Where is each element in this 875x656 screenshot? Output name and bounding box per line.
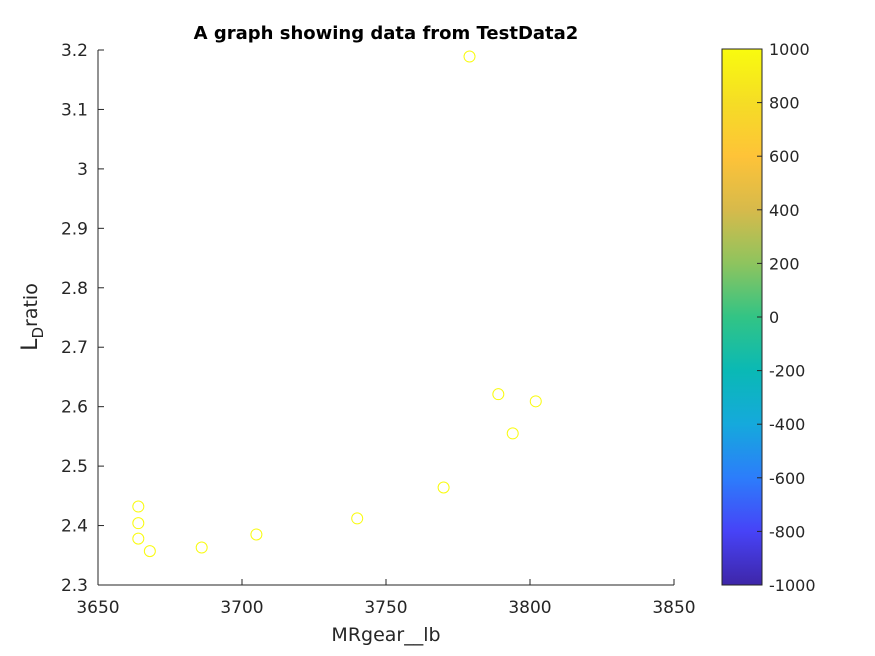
colorbar-tick-label: -200 [769, 362, 805, 381]
data-point [143, 545, 156, 558]
y-tick-label: 3.1 [61, 100, 88, 120]
data-point [437, 481, 450, 494]
x-tick-label: 3750 [364, 598, 407, 618]
y-tick-label: 2.7 [61, 338, 88, 358]
x-tick-label: 3850 [652, 598, 695, 618]
colorbar-tick-label: 0 [769, 308, 779, 327]
colorbar-tick-label: -600 [769, 469, 805, 488]
data-point [506, 427, 519, 440]
data-point [492, 388, 505, 401]
colorbar-tick-label: 600 [769, 147, 800, 166]
data-point [463, 50, 476, 63]
y-tick-label: 2.3 [61, 576, 88, 596]
colorbar-scale [721, 48, 763, 586]
x-tick-label: 3700 [220, 598, 263, 618]
data-point [351, 512, 364, 525]
chart-title: A graph showing data from TestData2 [194, 23, 579, 44]
colorbar-tick-label: -1000 [769, 576, 816, 595]
y-tick-label: 2.6 [61, 398, 88, 418]
colorbar-tick-label: 800 [769, 94, 800, 113]
y-axis-label-main: L [18, 338, 43, 351]
x-tick-label: 3800 [508, 598, 551, 618]
colorbar: 1000 800 600 400 200 0 -200 -400 -600 -800 -1000 [721, 40, 816, 595]
y-tick-label: 2.4 [61, 517, 88, 537]
data-point [529, 395, 542, 408]
colorbar-tick-label: 200 [769, 254, 800, 273]
y-tick-label: 3.2 [61, 41, 88, 61]
y-tick-label: 2.9 [61, 219, 88, 239]
x-axis-label: MRgear__lb [331, 624, 440, 646]
y-axis-label: LDratio [18, 283, 47, 351]
y-tick-label: 2.5 [61, 457, 88, 477]
colorbar-tick-label: 400 [769, 201, 800, 220]
colorbar-tick-label: 1000 [769, 40, 810, 59]
y-axis-label-subscript: D [29, 327, 47, 339]
y-axis-label-rest: ratio [20, 283, 42, 327]
colorbar-tick-label: -400 [769, 415, 805, 434]
y-tick-label: 2.8 [61, 279, 88, 299]
colorbar-tick-label: -800 [769, 522, 805, 541]
scatter-points [132, 50, 542, 558]
data-point [132, 500, 145, 513]
data-point [195, 541, 208, 554]
data-point [132, 532, 145, 545]
plot-axes: 3650 3700 3750 3800 3850 2.3 2.4 2.5 2.6 2.7 2.8 2.… [61, 41, 696, 618]
data-point [132, 517, 145, 530]
data-point [250, 528, 263, 541]
x-tick-label: 3650 [76, 598, 119, 618]
y-tick-label: 3 [77, 160, 88, 180]
